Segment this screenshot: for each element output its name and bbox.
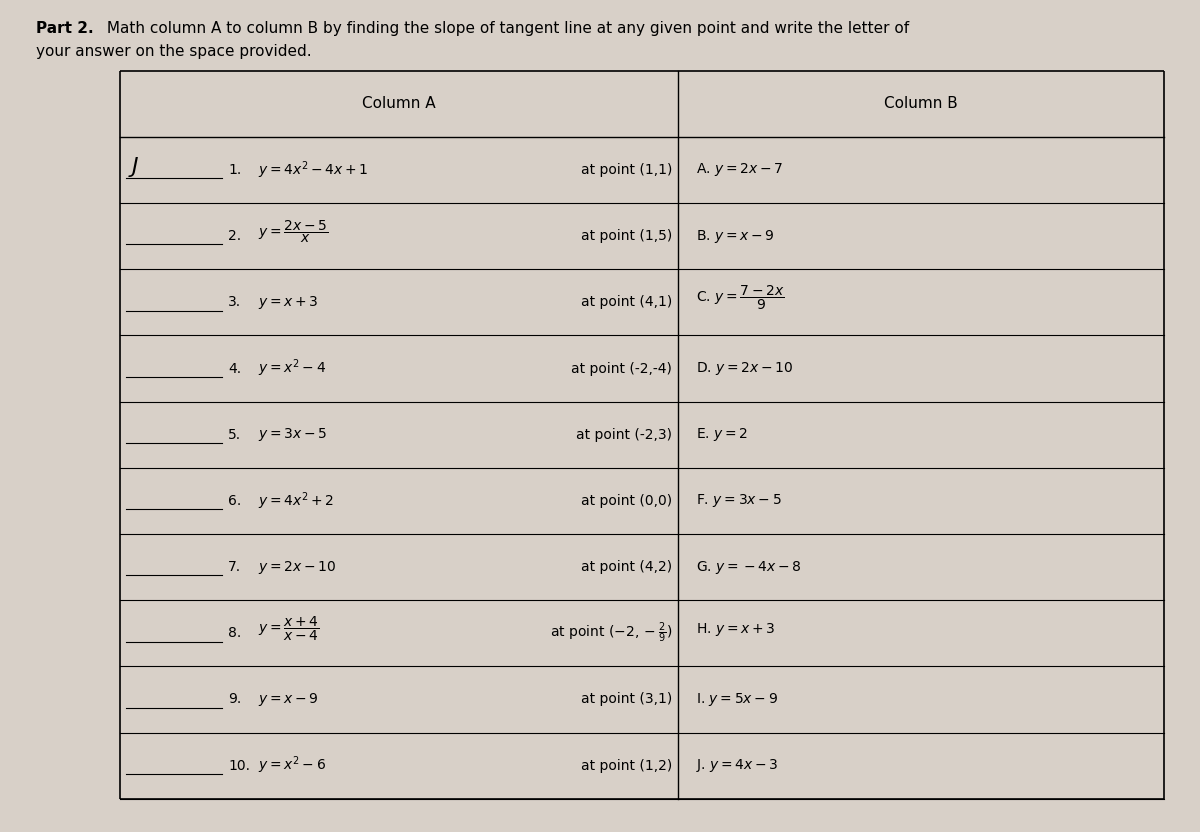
Text: E. $y = 2$: E. $y = 2$ [696,426,749,443]
Text: $y = x^2 - 6$: $y = x^2 - 6$ [258,755,326,776]
Text: $y = 3x - 5$: $y = 3x - 5$ [258,426,328,443]
Text: 10.: 10. [228,759,250,773]
Text: at point (-2,-4): at point (-2,-4) [571,362,672,375]
Text: 6.: 6. [228,494,241,508]
Text: at point (0,0): at point (0,0) [581,494,672,508]
Text: B. $y = x - 9$: B. $y = x - 9$ [696,228,775,245]
Text: I. $y = 5x - 9$: I. $y = 5x - 9$ [696,691,778,708]
Text: 8.: 8. [228,626,241,641]
Text: $y = \dfrac{2x-5}{x}$: $y = \dfrac{2x-5}{x}$ [258,219,329,245]
Text: at point (1,2): at point (1,2) [581,759,672,773]
Text: $y = x^2 - 4$: $y = x^2 - 4$ [258,358,326,379]
Text: D. $y = 2x - 10$: D. $y = 2x - 10$ [696,360,793,377]
Text: 9.: 9. [228,692,241,706]
Text: at point (4,2): at point (4,2) [581,560,672,574]
Text: C. $y = \dfrac{7-2x}{9}$: C. $y = \dfrac{7-2x}{9}$ [696,284,785,312]
Text: $y = x - 9$: $y = x - 9$ [258,691,319,708]
Text: G. $y = -4x - 8$: G. $y = -4x - 8$ [696,558,802,576]
Text: H. $y = x + 3$: H. $y = x + 3$ [696,621,775,637]
Text: F. $y = 3x - 5$: F. $y = 3x - 5$ [696,493,781,509]
Text: $y = 4x^2 + 2$: $y = 4x^2 + 2$ [258,490,335,512]
Text: at point (3,1): at point (3,1) [581,692,672,706]
Text: $y = 4x^2 - 4x + 1$: $y = 4x^2 - 4x + 1$ [258,159,368,181]
Text: $y = \dfrac{x+4}{x-4}$: $y = \dfrac{x+4}{x-4}$ [258,615,319,643]
Text: $y = x + 3$: $y = x + 3$ [258,294,318,311]
Text: 1.: 1. [228,163,241,177]
Text: $y = 2x - 10$: $y = 2x - 10$ [258,558,336,576]
Text: at point $(-2, -\frac{2}{9})$: at point $(-2, -\frac{2}{9})$ [550,622,672,646]
Text: 5.: 5. [228,428,241,442]
Text: at point (1,5): at point (1,5) [581,229,672,243]
Text: A. $y = 2x - 7$: A. $y = 2x - 7$ [696,161,784,179]
Text: 4.: 4. [228,362,241,375]
Text: at point (-2,3): at point (-2,3) [576,428,672,442]
Text: Math column A to column B by finding the slope of tangent line at any given poin: Math column A to column B by finding the… [102,21,910,36]
Text: 7.: 7. [228,560,241,574]
Text: J. $y = 4x - 3$: J. $y = 4x - 3$ [696,757,779,774]
Text: Part 2.: Part 2. [36,21,94,36]
Text: your answer on the space provided.: your answer on the space provided. [36,44,312,59]
Text: at point (1,1): at point (1,1) [581,163,672,177]
Text: J: J [132,156,139,176]
Text: 3.: 3. [228,295,241,310]
Text: Column A: Column A [362,97,436,111]
Text: Column B: Column B [884,97,958,111]
Text: 2.: 2. [228,229,241,243]
Text: at point (4,1): at point (4,1) [581,295,672,310]
